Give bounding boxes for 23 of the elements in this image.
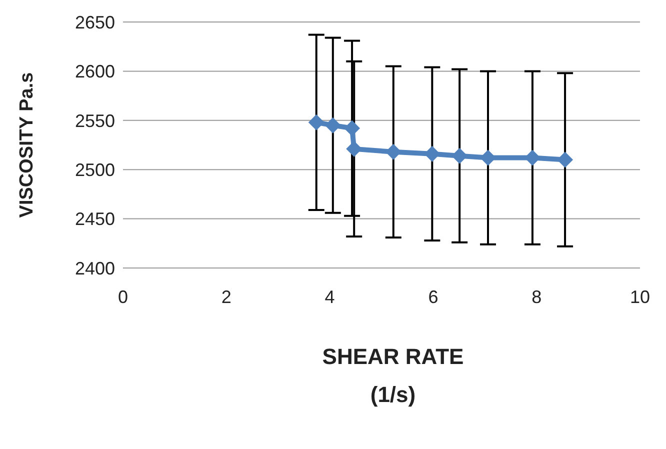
point (424, 146, 440, 162)
y-tick-label: 2450 (74, 209, 115, 230)
point (346, 140, 362, 157)
point (480, 150, 496, 166)
point (324, 117, 341, 134)
y-tick-label: 2500 (74, 160, 115, 180)
x-tick-label: 6 (428, 286, 438, 307)
x-tick-label: 2 (221, 286, 232, 307)
y-axis-title: VISCOSITY Pa.s (16, 72, 38, 218)
y-tick-label: 2400 (74, 258, 115, 278)
x-tick-label: 4 (324, 286, 335, 307)
y-tick-label: 2600 (74, 62, 115, 82)
point (308, 114, 324, 130)
point (344, 120, 360, 136)
point (557, 152, 574, 168)
x-tick-label: 10 (630, 286, 650, 307)
point (452, 148, 468, 164)
x-axis-title: SHEAR RATE (1/s) (321, 343, 465, 409)
x-tick-label: 0 (118, 286, 128, 307)
y-tick-label: 2550 (74, 110, 115, 131)
x-tick-label: 8 (532, 286, 542, 307)
point (385, 144, 402, 160)
y-tick-label: 2650 (74, 12, 115, 32)
